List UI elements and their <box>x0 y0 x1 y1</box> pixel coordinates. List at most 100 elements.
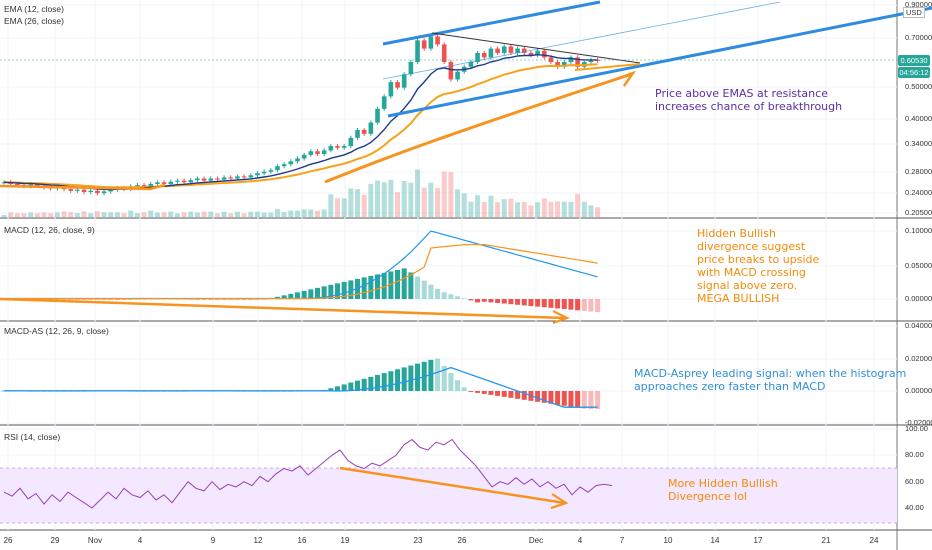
rsi-label: RSI (14, close) <box>4 432 61 442</box>
volume-bar <box>341 198 347 217</box>
volume-bar <box>468 201 474 217</box>
volume-bar <box>328 194 334 217</box>
macd-histogram-bar <box>341 281 347 299</box>
macd-histogram-bar <box>61 298 67 300</box>
volume-bar <box>361 194 367 217</box>
macdas-histogram-bar <box>355 380 361 391</box>
candle-body <box>155 182 160 184</box>
candle-body <box>101 191 107 194</box>
macd-histogram-bar <box>248 299 254 300</box>
macd-y-tick: 0.10000 <box>905 226 932 235</box>
macdas-histogram-bar <box>381 373 387 391</box>
macd-y-tick: 0.00000 <box>905 294 932 303</box>
volume-bar <box>141 212 147 217</box>
macd-histogram-bar <box>88 299 94 300</box>
macd-histogram-bar <box>68 299 74 300</box>
volume-bar <box>448 171 454 217</box>
macd-histogram-bar <box>501 299 507 304</box>
candle-body <box>535 50 540 56</box>
macd-histogram-bar <box>121 299 127 300</box>
candle-body <box>568 57 574 63</box>
macdas-histogram-bar <box>415 363 421 391</box>
macd-histogram-bar <box>448 294 454 299</box>
x-tick-label: 14 <box>710 536 720 545</box>
candle-body <box>475 52 480 63</box>
candle-body <box>328 146 334 151</box>
macd-histogram-bar <box>335 283 340 299</box>
macdas-label: MACD-AS (12, 26, 9, close) <box>4 326 109 336</box>
macdas-histogram-bar <box>581 391 587 409</box>
macdas-histogram-bar <box>401 367 407 391</box>
macd-histogram-bar <box>595 299 601 313</box>
candle-body <box>195 178 200 181</box>
annotation-line: with MACD crossing <box>697 266 806 279</box>
macd-histogram-bar <box>381 272 387 299</box>
macd-histogram-bar <box>114 299 120 300</box>
volume-bar <box>348 188 354 217</box>
volume-bar <box>14 213 20 217</box>
macdas-histogram-bar <box>488 391 494 395</box>
volume-bar <box>355 189 361 217</box>
x-tick-label: 12 <box>253 536 263 545</box>
candle-body <box>421 40 427 49</box>
macd-histogram-bar <box>388 271 394 299</box>
currency-label[interactable]: USD <box>903 7 925 18</box>
candle-body <box>355 129 360 138</box>
candle-body <box>408 62 414 75</box>
x-tick-label: Dec <box>528 536 544 545</box>
macd-histogram-bar <box>515 299 521 305</box>
volume-bar <box>194 212 200 217</box>
candle-body <box>255 173 260 176</box>
volume-bar <box>41 212 47 217</box>
volume-bar <box>435 188 441 217</box>
volume-bar <box>121 213 127 217</box>
candle-body <box>81 189 87 193</box>
candle-body <box>241 176 247 178</box>
volume-bar <box>48 213 54 217</box>
candle-body <box>375 108 380 123</box>
macd-histogram-bar <box>521 299 527 306</box>
macd-histogram-bar <box>588 299 594 312</box>
candle-body <box>508 46 514 53</box>
candle-body <box>175 180 180 182</box>
candle-body <box>168 181 174 184</box>
candle-body <box>315 151 320 154</box>
volume-bar <box>61 211 67 217</box>
rsi-y-tick: 40.00 <box>905 503 924 512</box>
macdas-histogram-bar <box>455 380 461 391</box>
volume-bar <box>335 198 340 217</box>
macd-histogram-bar <box>408 272 414 299</box>
x-tick-label: 16 <box>297 536 307 545</box>
macdas-histogram-bar <box>348 382 354 391</box>
macdas-signal-line <box>4 366 598 408</box>
annotation-line: increases chance of breakthrough <box>655 100 843 113</box>
macd-histogram-bar <box>128 298 134 300</box>
volume-bar <box>21 213 27 217</box>
candle-body <box>541 50 547 58</box>
price-y-tick: 0.28000 <box>905 167 932 176</box>
volume-bar <box>308 209 314 217</box>
macd-histogram-bar <box>314 287 320 299</box>
x-tick-label: 4 <box>577 536 583 545</box>
volume-bar <box>481 201 487 217</box>
annotation-line: Hidden Bullish <box>697 227 776 240</box>
x-tick-label: 10 <box>663 536 673 545</box>
candle-body <box>301 154 307 159</box>
macdas-histogram-bar <box>521 391 527 400</box>
volume-bar <box>234 211 240 217</box>
annotation-line: MEGA BULLISH <box>697 292 780 305</box>
volume-bar <box>395 192 401 217</box>
macd-histogram-bar <box>321 286 327 299</box>
macdas-histogram-bar <box>541 391 547 403</box>
candle-body <box>341 146 347 148</box>
macd-histogram-bar <box>348 280 354 299</box>
price-y-tick: 0.40000 <box>905 114 932 123</box>
volume-bar <box>368 184 374 217</box>
macd-histogram-bar <box>375 274 381 299</box>
x-tick-label: 9 <box>210 536 216 545</box>
candle-body <box>521 48 527 53</box>
ema12-line <box>3 53 598 191</box>
volume-bar <box>74 213 80 217</box>
volume-bar <box>388 179 394 217</box>
